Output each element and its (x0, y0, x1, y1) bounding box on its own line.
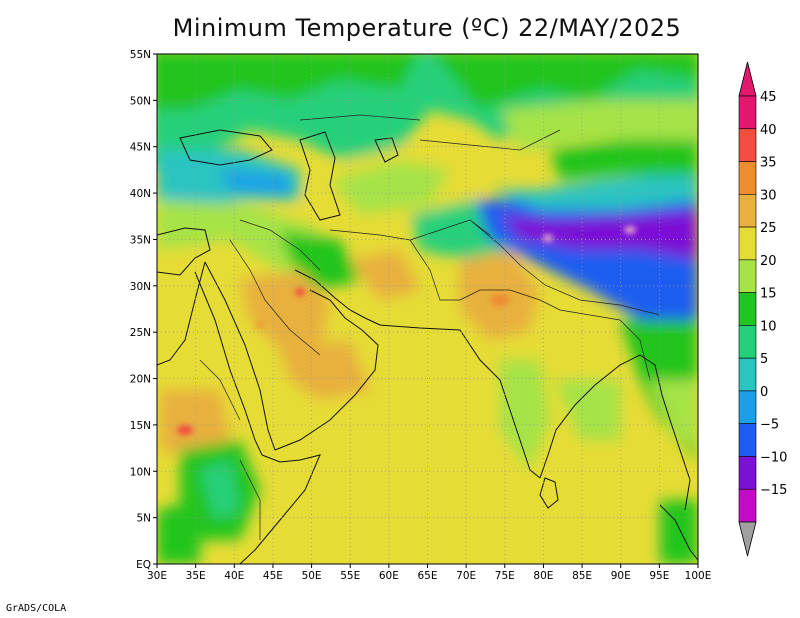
colorbar-label: 45 (760, 90, 777, 105)
colorbar-label: −5 (760, 418, 779, 433)
x-tick-label: 45E (263, 570, 283, 582)
x-tick-label: 35E (186, 570, 206, 582)
y-tick-label: 45N (130, 142, 151, 154)
colorbar-over-triangle (738, 61, 757, 97)
y-tick-label: EQ (136, 559, 151, 571)
x-tick-label: 80E (533, 570, 553, 582)
colorbar-swatch (738, 128, 757, 162)
map-grid (157, 54, 698, 564)
colorbar-swatch (738, 292, 757, 326)
x-tick-label: 95E (649, 570, 669, 582)
y-tick-label: 10N (130, 466, 151, 478)
y-tick-label: 55N (130, 49, 151, 61)
colorbar-swatch (738, 226, 757, 261)
x-tick-label: 55E (340, 570, 360, 582)
colorbar-label: 10 (760, 319, 777, 334)
longitude-axis: 30E 35E 40E 45E 50E 55E 60E 65E 70E 75E 80E 85E 90E 9… (147, 564, 711, 582)
credit-label: GrADS/COLA (6, 603, 67, 614)
colorbar-swatch (738, 357, 757, 392)
x-tick-label: 65E (418, 570, 438, 582)
colorbar-swatch (738, 423, 757, 457)
colorbar-swatch (738, 259, 757, 293)
colorbar-swatch (738, 488, 757, 523)
x-tick-label: 70E (456, 570, 476, 582)
map-title: Minimum Temperature (ºC) 22/MAY/2025 (172, 14, 682, 42)
x-tick-label: 100E (685, 570, 712, 582)
y-tick-label: 25N (130, 327, 151, 339)
x-tick-label: 30E (147, 570, 167, 582)
colorbar-label: 40 (760, 123, 777, 138)
y-tick-label: 50N (130, 95, 151, 107)
y-tick-label: 20N (130, 374, 151, 386)
colorbar-label: −15 (760, 483, 787, 498)
x-tick-label: 40E (224, 570, 244, 582)
y-tick-label: 40N (130, 188, 151, 200)
colorbar-label: 20 (760, 254, 777, 269)
y-tick-label: 15N (130, 420, 151, 432)
colorbar-swatch (738, 161, 757, 195)
colorbar-label: 30 (760, 188, 777, 203)
y-tick-label: 5N (136, 513, 151, 525)
colorbar-swatch (738, 390, 757, 424)
y-tick-label: 30N (130, 281, 151, 293)
colorbar-label: 5 (760, 352, 768, 367)
borders (199, 114, 661, 540)
colorbar-label: 15 (760, 287, 777, 302)
x-tick-label: 85E (572, 570, 592, 582)
colorbar-swatch (738, 325, 757, 359)
colorbar-swatch (738, 95, 757, 130)
colorbar-label: 0 (760, 385, 768, 400)
x-tick-label: 90E (611, 570, 631, 582)
colorbar-swatch (738, 194, 757, 228)
colorbar-swatch (738, 456, 757, 490)
y-tick-label: 35N (130, 234, 151, 246)
colorbar-label: 25 (760, 221, 777, 236)
x-tick-label: 75E (495, 570, 515, 582)
latitude-axis: EQ 5N 10N 15N 20N 25N 30N 35N 40N 45N 50N 55N (130, 49, 157, 571)
x-tick-label: 60E (379, 570, 399, 582)
colorbar: 45 40 35 30 25 20 15 10 5 0 −5 −10 −15 (738, 61, 787, 557)
colorbar-label: −10 (760, 450, 787, 465)
colorbar-under-triangle (738, 521, 757, 557)
temperature-field (157, 54, 698, 564)
colorbar-label: 35 (760, 156, 777, 171)
x-tick-label: 50E (302, 570, 322, 582)
coastlines (157, 129, 698, 564)
